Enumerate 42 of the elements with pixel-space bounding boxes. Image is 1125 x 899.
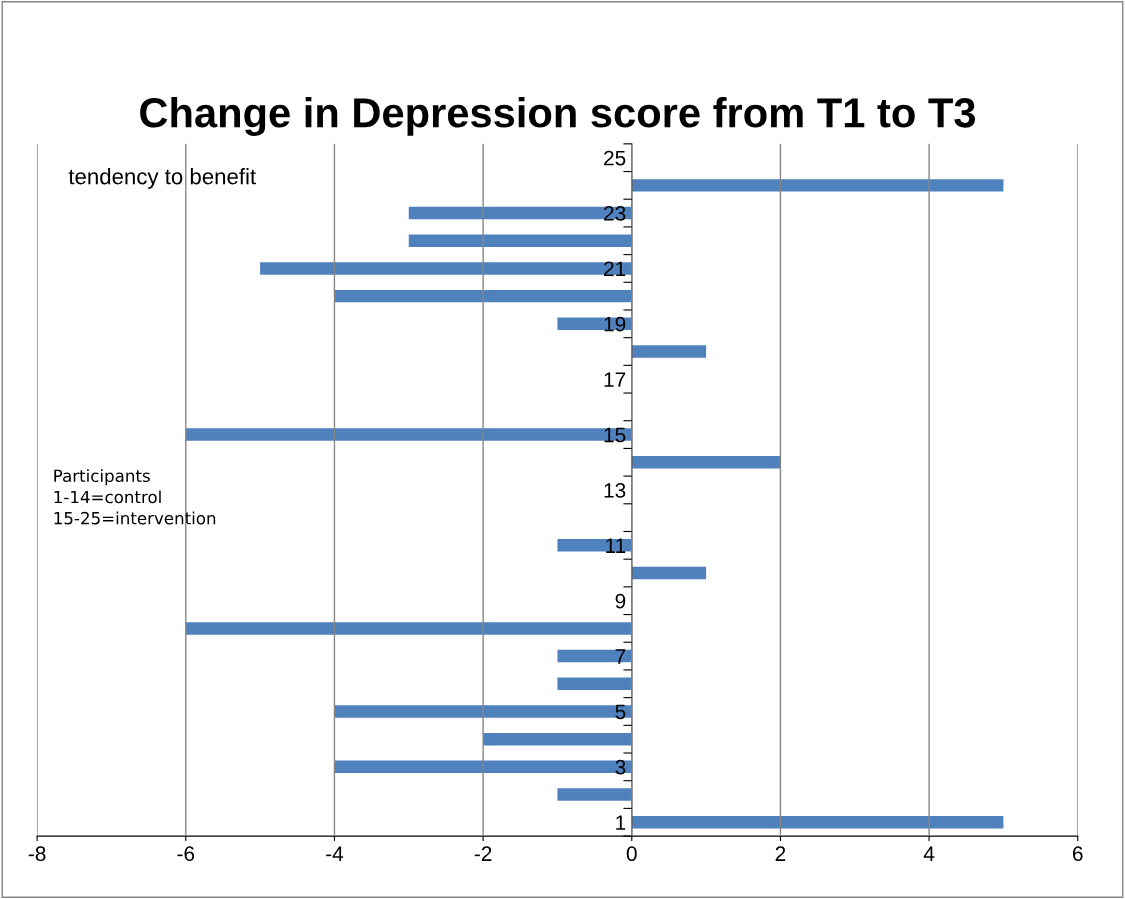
- bar: [185, 622, 632, 635]
- bar: [557, 649, 632, 663]
- y-tick-label: 9: [615, 593, 626, 609]
- y-tick-label: 19: [604, 316, 626, 332]
- annotation: tendency to benefit: [68, 168, 256, 189]
- annotation: Participants 1-14=control 15-25=intervention: [54, 469, 216, 525]
- x-tick-label: 6: [1073, 846, 1083, 862]
- bar: [334, 760, 632, 774]
- bar: [557, 539, 632, 552]
- x-tick-label: 4: [923, 846, 935, 861]
- bar: [557, 677, 632, 691]
- chart-title: Change in Depression score from T1 to T3: [140, 96, 976, 136]
- bar: [334, 705, 632, 718]
- x-tick-label: -2: [474, 846, 492, 861]
- y-tick-label: 17: [604, 372, 626, 387]
- x-tick-label: 0: [626, 846, 637, 862]
- y-tick-label: 23: [604, 206, 626, 221]
- y-tick-label: 21: [604, 261, 626, 276]
- x-tick-label: -6: [177, 846, 195, 862]
- bar: [631, 566, 707, 580]
- x-tick-label: -4: [326, 846, 344, 861]
- y-tick-label: 5: [615, 704, 626, 720]
- y-tick-label: 7: [615, 649, 626, 664]
- y-tick-label: 3: [615, 759, 626, 775]
- bar: [260, 262, 632, 275]
- bar: [185, 428, 632, 441]
- bar: [408, 206, 632, 220]
- y-tick-label: 1: [616, 815, 626, 830]
- bar: [483, 732, 632, 746]
- bar: [334, 289, 632, 303]
- y-tick-label: 13: [604, 482, 626, 498]
- bar: [631, 179, 1004, 192]
- bar: [408, 234, 632, 247]
- y-tick-label: 25: [604, 150, 626, 166]
- y-tick-label: 15: [604, 427, 626, 443]
- bar: [631, 456, 781, 469]
- y-tick-label: 11: [606, 538, 626, 553]
- bar: [631, 345, 707, 358]
- x-tick-label: -8: [28, 846, 46, 862]
- bar: [557, 788, 632, 801]
- bar: [631, 816, 1004, 829]
- x-tick-label: 2: [775, 846, 786, 861]
